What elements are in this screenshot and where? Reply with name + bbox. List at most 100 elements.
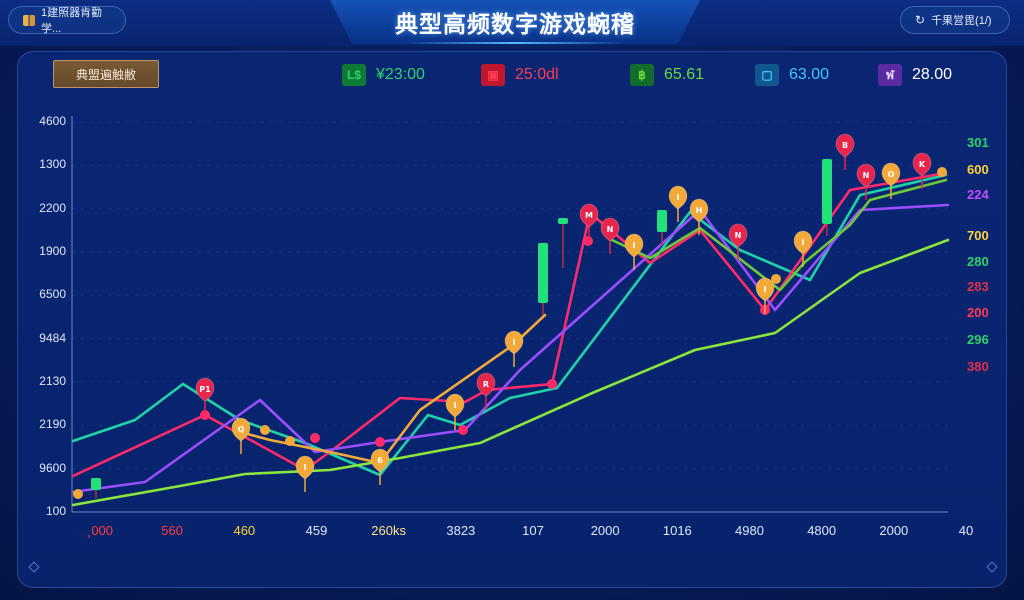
x-tick-label: 560 (161, 523, 183, 538)
data-point (771, 274, 781, 284)
y-tick-label: 2190 (39, 417, 66, 432)
svg-text:R: R (483, 380, 489, 389)
data-point (547, 379, 557, 389)
map-pin-marker-icon[interactable]: N (600, 217, 620, 254)
candle-bar (822, 159, 832, 224)
map-pin-marker-icon[interactable]: K (912, 152, 932, 189)
cursor-icon: ฬ (878, 64, 902, 86)
svg-text:N: N (735, 231, 742, 240)
map-pin-marker-icon[interactable]: 6 (370, 448, 390, 485)
svg-text:O: O (888, 170, 895, 179)
y-tick-label: 100 (45, 504, 66, 518)
data-point (200, 410, 210, 420)
right-header-pill[interactable]: ↻ 千果営毘(1/) (900, 6, 1010, 34)
right-value-label: 283 (967, 279, 989, 294)
right-value-label: 380 (967, 359, 989, 374)
svg-text:I: I (454, 401, 457, 410)
right-value-label: 700 (967, 228, 989, 243)
stat-value: 25:0dl (515, 66, 559, 83)
data-point (375, 437, 385, 447)
data-point (937, 167, 947, 177)
shield-icon: ▣ (481, 64, 505, 86)
y-tick-label: 1300 (39, 157, 66, 172)
map-pin-marker-icon[interactable]: R (476, 372, 496, 409)
x-tick-label: 4980 (735, 523, 764, 538)
x-tick-label: 1016 (662, 523, 692, 538)
svg-text:I: I (304, 463, 307, 472)
svg-text:Q: Q (238, 425, 245, 434)
series-line-lime (71, 238, 950, 507)
stat-item: ฿ 65.61 (630, 63, 704, 87)
svg-text:B: B (842, 141, 848, 150)
data-point (73, 489, 83, 499)
square-icon: ▢ (755, 64, 779, 86)
x-tick-label: 107 (522, 523, 544, 538)
map-pin-marker-icon[interactable]: I (793, 230, 813, 267)
series-line-olive-green (610, 178, 948, 292)
stat-value: 28.00 (912, 66, 953, 83)
map-pin-marker-icon[interactable]: B (835, 133, 855, 170)
svg-text:6: 6 (377, 456, 383, 465)
right-value-label: 301 (967, 135, 989, 150)
left-pill-label: 1建照器肯勸学... (41, 7, 103, 35)
svg-text:I: I (764, 285, 767, 294)
map-pin-marker-icon[interactable]: I (504, 330, 524, 367)
stat-value: 65.61 (664, 66, 705, 83)
map-pin-marker-icon[interactable]: I (295, 455, 315, 492)
svg-text:I: I (633, 241, 636, 250)
svg-text:I: I (677, 193, 680, 202)
map-pin-marker-icon[interactable]: N (728, 223, 748, 260)
data-point (310, 433, 320, 443)
candle-bar (657, 210, 667, 232)
map-pin-marker-icon[interactable]: I (755, 277, 775, 314)
map-pin-marker-icon[interactable]: Q (231, 417, 251, 454)
svg-text:I: I (513, 338, 516, 347)
y-tick-label: 6500 (39, 287, 66, 302)
stat-item: L$ ¥23:00 (342, 63, 425, 87)
title-plate: 典型高频数字游戏蜿稽 (330, 0, 700, 44)
map-pin-marker-icon[interactable]: N (856, 163, 876, 200)
right-pill-label: 千果営毘(1/) (931, 15, 992, 27)
map-pin-marker-icon[interactable]: O (881, 162, 901, 199)
x-tick-label: 459 (305, 523, 328, 538)
svg-text:N: N (863, 171, 870, 180)
x-tick-label: 3823 (446, 523, 476, 538)
map-pin-marker-icon[interactable]: I (445, 393, 465, 430)
x-tick-label: 40 (958, 523, 974, 538)
books-icon (23, 14, 36, 26)
map-pin-marker-icon[interactable]: H (689, 198, 709, 235)
right-value-label: 600 (967, 162, 989, 177)
data-point (285, 436, 295, 446)
refresh-icon: ↻ (915, 13, 926, 27)
y-tick-label: 9484 (39, 330, 66, 345)
svg-text:M: M (585, 211, 593, 220)
y-tick-label: 2200 (39, 200, 66, 215)
stat-item: ▣ 25:0dl (481, 63, 559, 87)
stat-value: ¥23:00 (376, 66, 425, 83)
candle-bar (558, 218, 568, 224)
data-point (583, 236, 593, 246)
right-value-label: 224 (967, 187, 989, 202)
data-point (260, 425, 270, 435)
ticket-icon: L$ (342, 64, 366, 86)
map-pin-marker-icon[interactable]: I (668, 185, 688, 222)
cup-icon: ฿ (630, 64, 654, 86)
svg-text:H: H (696, 206, 703, 215)
map-pin-marker-icon[interactable]: M (579, 203, 599, 240)
svg-text:K: K (919, 160, 926, 169)
stat-item: ▢ 63.00 (755, 63, 829, 87)
y-tick-label: 1900 (39, 244, 66, 258)
svg-text:I: I (802, 238, 805, 247)
y-tick-label: 4600 (39, 114, 66, 128)
map-pin-marker-icon[interactable]: P1 (195, 377, 215, 414)
x-tick-label: ¸000 (86, 523, 114, 538)
right-value-label: 280 (967, 254, 989, 269)
x-tick-label: 2000 (590, 523, 620, 538)
map-pin-marker-icon[interactable]: I (624, 233, 644, 270)
x-tick-label: 4800 (807, 523, 837, 538)
category-tab-button[interactable]: 典盟遍触敝 (53, 60, 159, 88)
candle-bar (91, 478, 101, 490)
data-point (458, 425, 468, 435)
left-header-pill[interactable]: 1建照器肯勸学... (8, 6, 126, 35)
